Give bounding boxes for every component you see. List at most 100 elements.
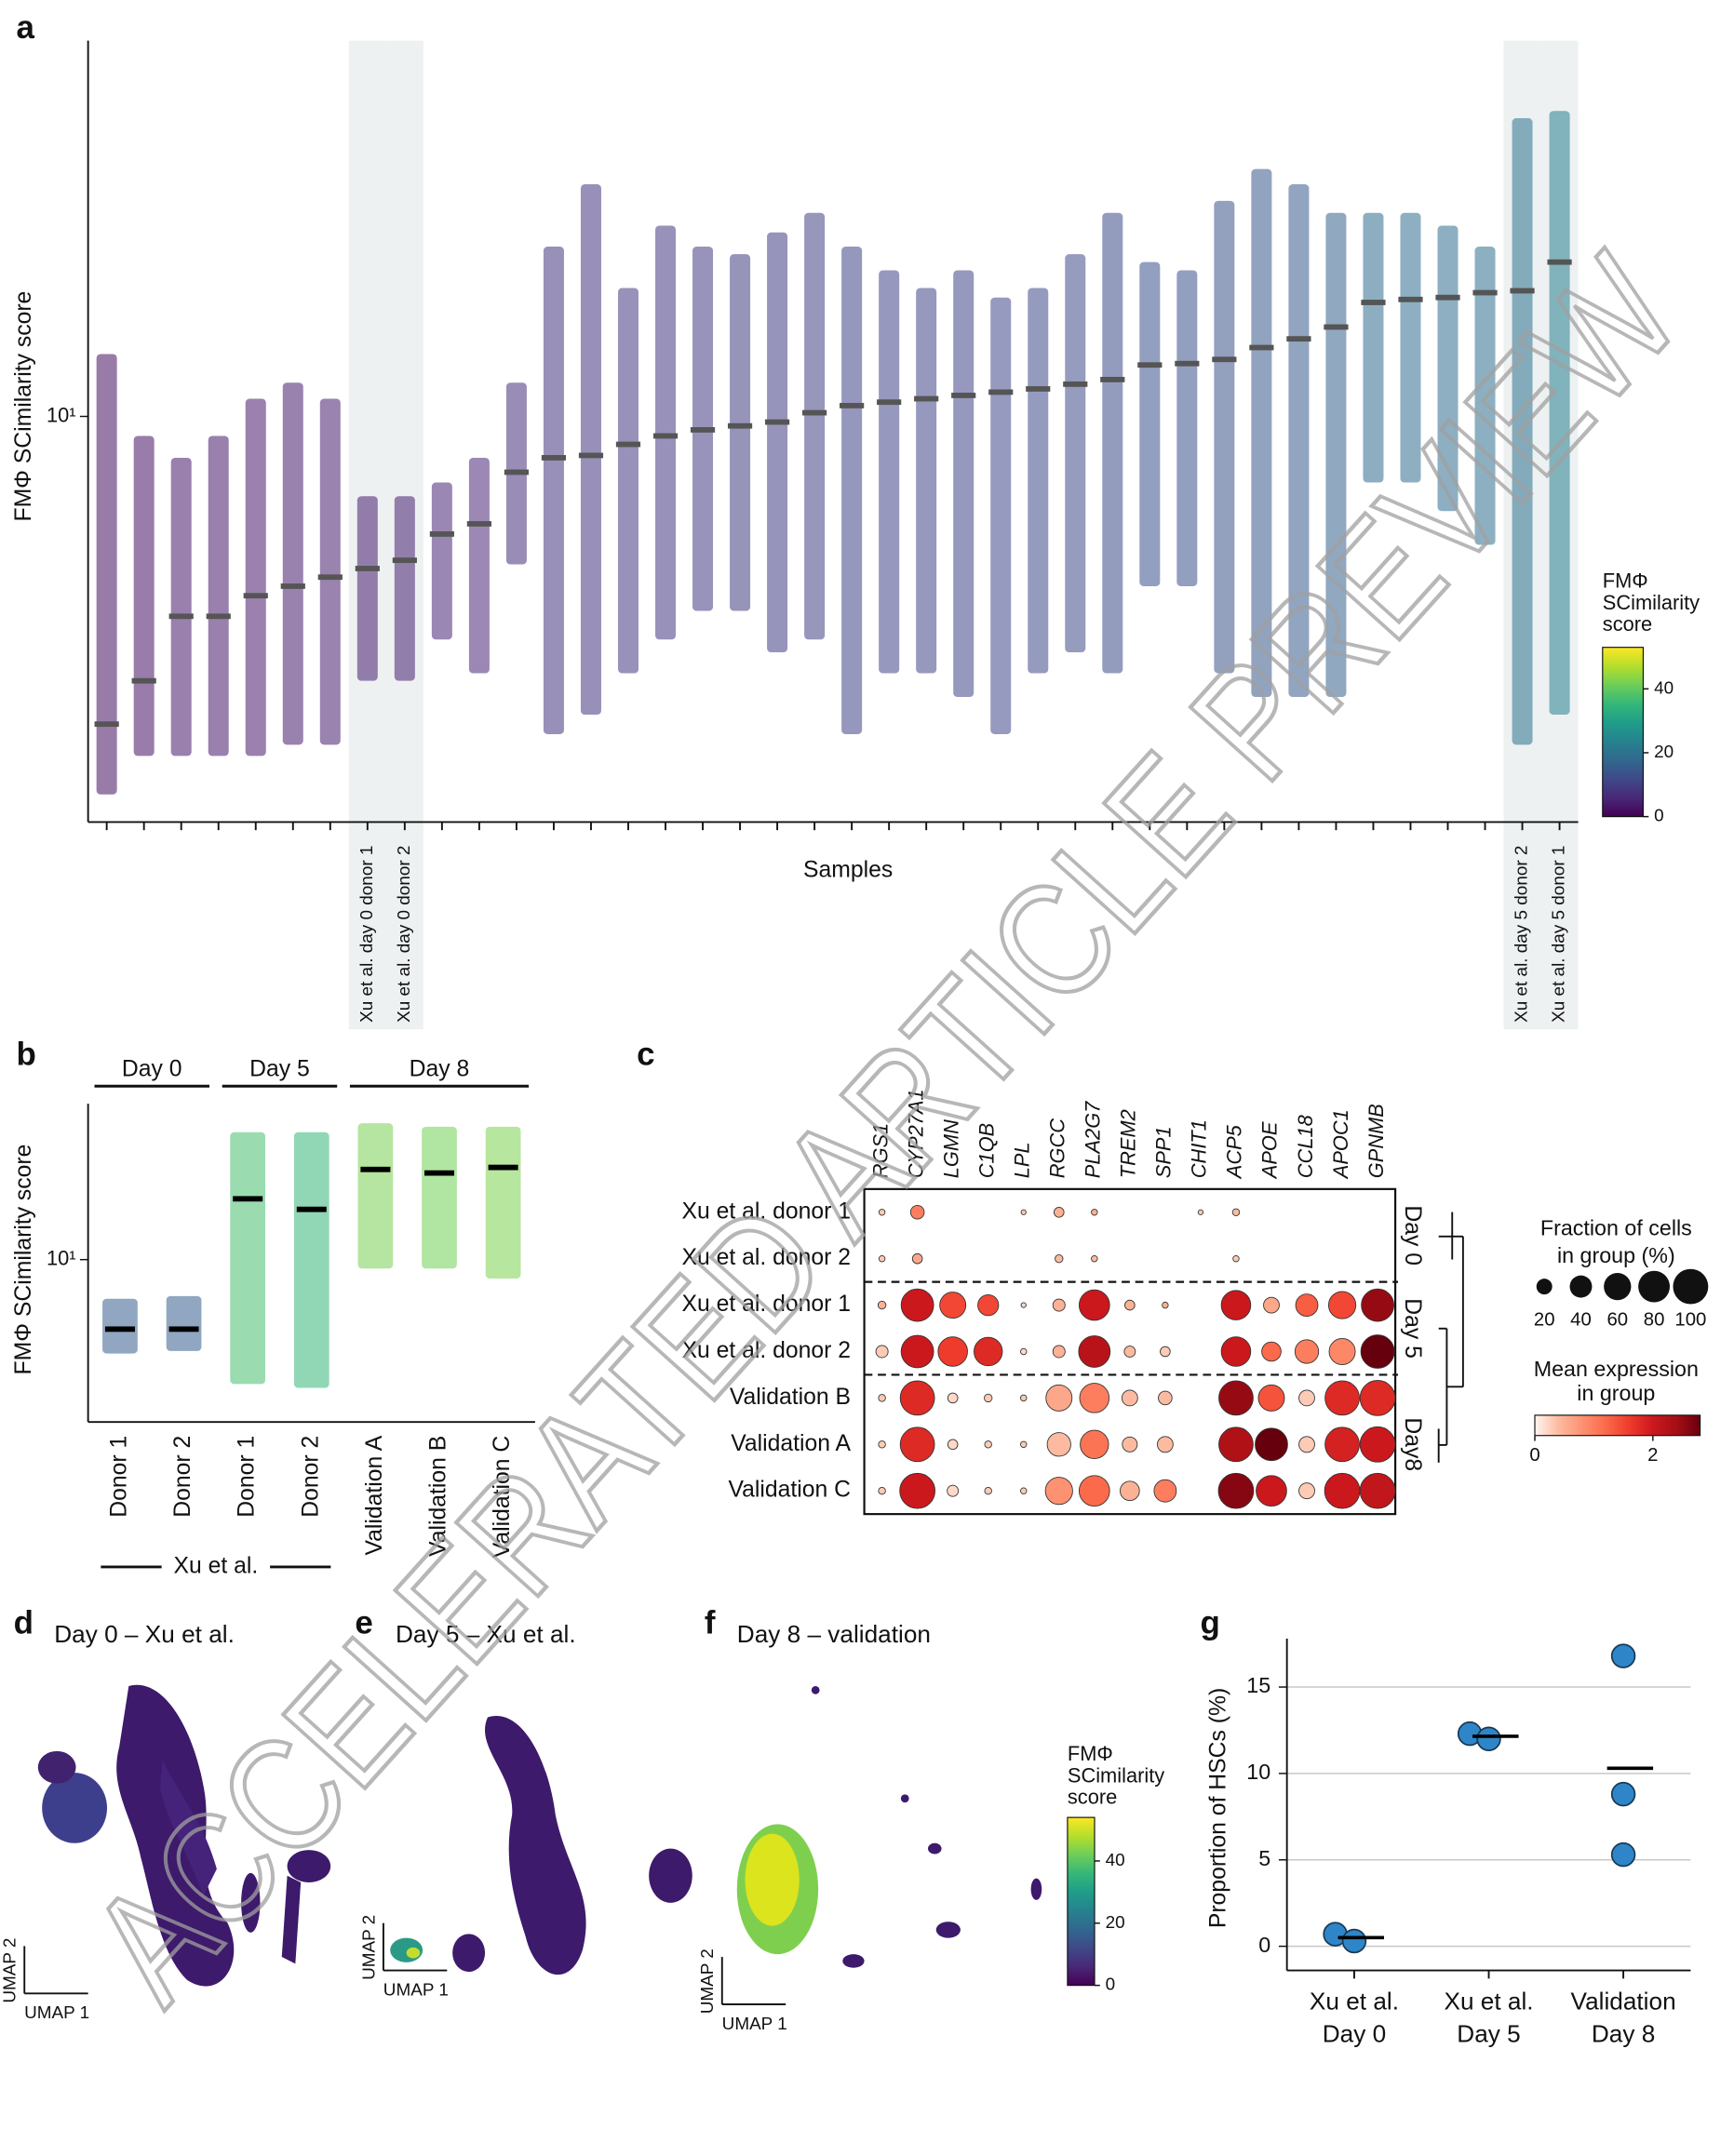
umap-layers [37,1684,1042,1987]
x-tick-label: Xu et al. day 5 donor 1 [1550,846,1569,1023]
umap-cells [159,1761,217,1896]
median [1510,288,1535,294]
umap-cells [406,1947,421,1959]
point [1341,1928,1367,1954]
point-spread [293,1132,329,1388]
umap-y-label: UMAP 2 [698,1948,718,2014]
point-spread [580,184,601,715]
point-spread [431,482,452,640]
point-spread [916,288,937,674]
dot [1078,1475,1110,1507]
median [429,531,454,537]
dot [1220,1336,1252,1367]
median [727,422,753,429]
panel-letter: b [17,1036,36,1072]
dot [1298,1436,1315,1453]
dot [1324,1380,1360,1416]
dot [909,1205,925,1220]
legend-title: in group (%) [1557,1243,1675,1267]
point-spread [1512,118,1533,745]
median [652,433,679,439]
median [243,593,268,599]
point-spread [730,254,751,611]
dot [1255,1427,1288,1462]
dot [1053,1207,1065,1218]
group-label: Xu et al. [173,1553,258,1578]
median [94,721,119,728]
x-tick-label: Validation A [362,1435,387,1555]
dot [899,1380,935,1416]
gene-label: CYP27A1 [904,1089,927,1178]
row-label: Validation A [731,1431,851,1456]
y-axis-label: Proportion of HSCs (%) [1205,1688,1230,1928]
point [1610,1643,1636,1668]
panel-letter: d [14,1605,34,1641]
point-spread [1474,247,1496,545]
colorbar-tick-label: 0 [1106,1975,1116,1995]
point-spread [1065,254,1086,652]
dot [1359,1380,1396,1416]
median [1324,324,1349,330]
panel-letter: g [1201,1605,1220,1641]
legend-label: 60 [1606,1309,1628,1330]
median [951,393,976,398]
gene-label: RGCC [1046,1118,1069,1179]
dot [1162,1301,1169,1309]
colorbar [1602,647,1645,818]
x-tick-label: Day 8 [1592,2019,1655,2047]
dot [1197,1209,1204,1215]
umap-cells [485,1715,586,1975]
umap-cells [116,1684,235,1987]
dot [1078,1335,1111,1368]
y-tick-label: 0 [1258,1933,1270,1957]
dot [1294,1339,1320,1364]
umap-cells [1030,1878,1042,1900]
median [423,1170,455,1176]
point-spread [1400,212,1421,483]
median [1026,386,1051,392]
point-spread [282,382,303,745]
legend-label: 20 [1534,1309,1555,1330]
dot [1220,1290,1252,1320]
median [1212,356,1237,363]
point-spread [1288,184,1310,697]
umap-y-label: UMAP 2 [1,1938,20,2003]
umap-cells [452,1934,486,1973]
point [1476,1726,1501,1751]
x-tick-label: Validation B [426,1436,451,1557]
legend-label: 0 [1529,1445,1539,1466]
dot [1231,1208,1241,1217]
dot [1091,1254,1098,1263]
colorbar-title: score [1603,612,1652,636]
group-label: Day 0 [122,1056,182,1081]
dot [1218,1426,1254,1463]
dot [900,1334,934,1369]
point-spread [1363,212,1384,483]
legend-title: Mean expression [1534,1357,1699,1381]
point-spread [245,398,266,757]
gene-label: APOE [1258,1121,1282,1180]
median [1175,360,1200,367]
panel-letter: e [355,1605,372,1641]
median [296,1206,327,1212]
dot [1020,1487,1028,1494]
x-tick-label: Xu et al. day 0 donor 2 [395,846,414,1023]
point-spread [394,496,415,681]
x-tick-label: Donor 1 [106,1436,131,1518]
dot [1080,1429,1109,1459]
dot [1078,1289,1110,1321]
point-spread [543,247,564,734]
legend-dot [1604,1272,1632,1301]
x-tick-label: Validation [1571,1987,1676,2015]
point-spread [990,297,1012,734]
median [840,402,865,408]
dot [878,1254,886,1263]
point-spread [804,212,826,640]
dot [984,1393,993,1403]
point [1610,1841,1636,1868]
colorbar [1067,1816,1096,1987]
dot [1079,1383,1110,1413]
dot [1046,1432,1071,1457]
median [1100,376,1125,382]
point-spread [1325,212,1347,697]
